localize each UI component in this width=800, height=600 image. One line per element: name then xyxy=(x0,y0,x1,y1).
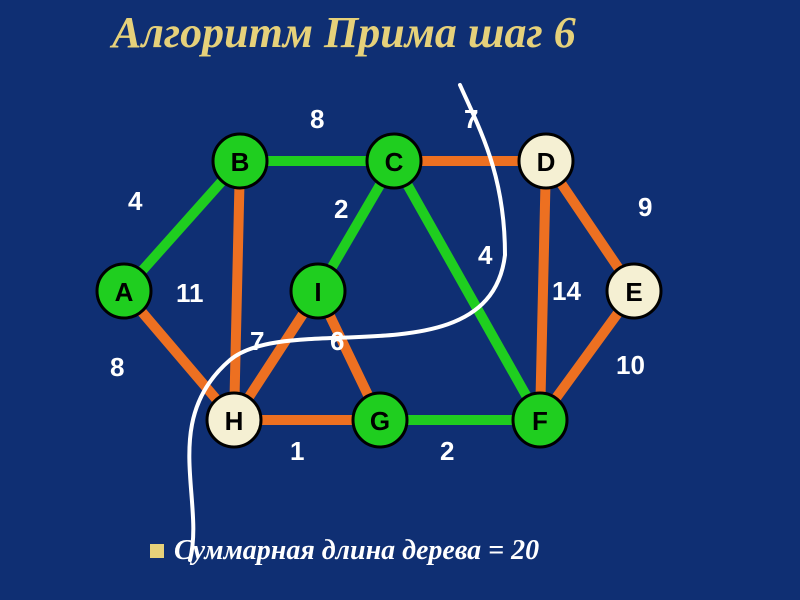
edge-weight-I-G: 6 xyxy=(330,326,344,356)
node-label-B: B xyxy=(231,147,250,177)
graph-svg: A B C D E F G H I 4 8 7 9 10 14 4 2 11 8 7 6 1 2 xyxy=(0,0,800,600)
node-label-G: G xyxy=(370,406,390,436)
edge-weight-B-C: 8 xyxy=(310,104,324,134)
edge-weight-B-H: 11 xyxy=(176,278,204,308)
edge-B-H xyxy=(234,161,240,420)
bullet-icon xyxy=(150,544,164,558)
edge-weight-H-G: 1 xyxy=(290,436,304,466)
stage: A B C D E F G H I 4 8 7 9 10 14 4 2 11 8 7 6 1 2 xyxy=(0,0,800,600)
edge-weight-C-F: 4 xyxy=(478,240,493,270)
node-label-E: E xyxy=(625,277,642,307)
edge-weight-A-H: 8 xyxy=(110,352,124,382)
edge-D-F xyxy=(540,161,546,420)
node-label-C: C xyxy=(385,147,404,177)
edge-weight-D-F: 14 xyxy=(552,276,581,306)
edge-weight-D-E: 9 xyxy=(638,192,652,222)
node-label-D: D xyxy=(537,147,556,177)
edge-weight-C-I: 2 xyxy=(334,194,348,224)
caption-row: Суммарная длина дерева = 20 xyxy=(150,535,539,567)
edge-weight-G-F: 2 xyxy=(440,436,454,466)
node-label-A: A xyxy=(115,277,134,307)
edge-C-F xyxy=(394,161,540,420)
slide-title: Алгоритм Прима шаг 6 xyxy=(112,10,752,56)
edge-weight-H-I: 7 xyxy=(250,326,264,356)
node-label-H: H xyxy=(225,406,244,436)
edge-weight-C-D: 7 xyxy=(464,104,478,134)
edge-weight-E-F: 10 xyxy=(616,350,645,380)
edge-weight-A-B: 4 xyxy=(128,186,143,216)
node-label-I: I xyxy=(314,277,321,307)
caption-text: Суммарная длина дерева = 20 xyxy=(174,535,539,567)
node-label-F: F xyxy=(532,406,548,436)
